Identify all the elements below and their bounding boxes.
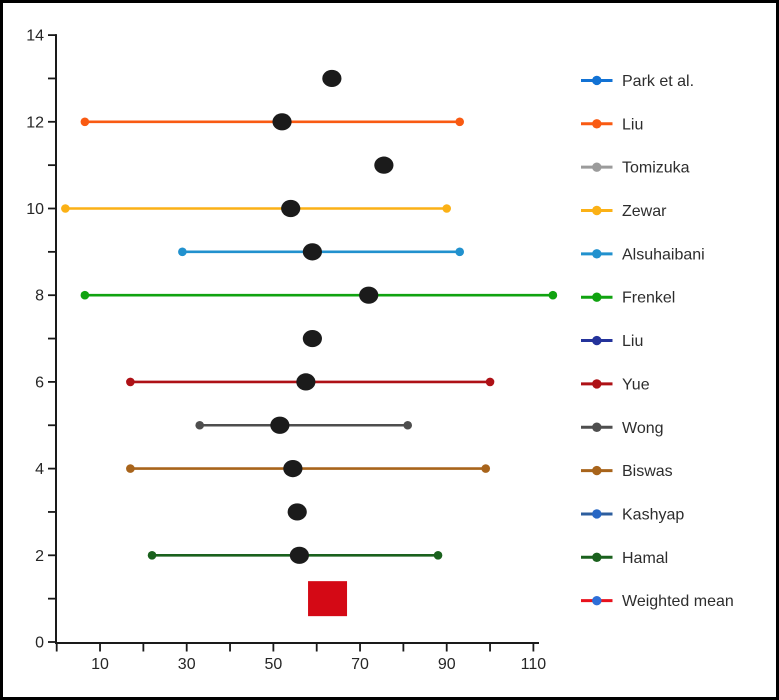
ci-cap-high-9-biswas — [481, 464, 491, 473]
ci-cap-high-1-liu — [455, 117, 465, 127]
marker-dot-7-yue — [296, 373, 316, 391]
marker-square-12-weighted-mean — [308, 581, 348, 617]
marker-dot-1-liu — [272, 113, 292, 131]
x-tick-label: 70 — [351, 656, 369, 673]
legend-label-1-liu: Liu — [622, 116, 643, 133]
marker-dot-2-tomizuka — [374, 156, 394, 174]
legend-label-7-yue: Yue — [622, 376, 650, 393]
legend-swatch-dot-4-alsuhaibani — [592, 249, 602, 259]
y-tick-label: 12 — [26, 114, 44, 131]
legend-label-3-zewar: Zewar — [622, 203, 667, 220]
ci-cap-low-11-hamal — [147, 551, 157, 560]
marker-dot-11-hamal — [289, 546, 309, 564]
x-tick-label: 30 — [178, 656, 196, 673]
ci-cap-low-4-alsuhaibani — [178, 247, 187, 257]
legend-label-9-biswas: Biswas — [622, 463, 673, 480]
ci-cap-high-8-wong — [403, 420, 413, 430]
legend-swatch-dot-5-frenkel — [592, 292, 602, 302]
legend-label-6-liu: Liu — [622, 333, 643, 350]
marker-dot-5-frenkel — [359, 286, 379, 304]
marker-dot-9-biswas — [283, 460, 303, 478]
y-tick-label: 10 — [26, 201, 44, 218]
legend-label-10-kashyap: Kashyap — [622, 506, 684, 523]
legend-swatch-dot-0-park-et-al — [592, 75, 602, 86]
ci-cap-low-5-frenkel — [80, 290, 90, 300]
ci-cap-high-3-zewar — [442, 204, 452, 213]
legend-label-5-frenkel: Frenkel — [622, 290, 675, 307]
legend-swatch-dot-10-kashyap — [592, 509, 602, 519]
legend-swatch-dot-3-zewar — [592, 205, 602, 216]
legend-label-8-wong: Wong — [622, 420, 664, 437]
legend-swatch-dot-6-liu — [592, 335, 602, 346]
y-tick-label: 2 — [35, 548, 44, 565]
legend-swatch-dot-11-hamal — [592, 552, 602, 562]
ci-cap-low-3-zewar — [61, 204, 70, 213]
marker-dot-10-kashyap — [287, 503, 307, 521]
marker-dot-3-zewar — [281, 199, 301, 218]
y-tick-label: 14 — [26, 28, 44, 45]
marker-dot-4-alsuhaibani — [302, 243, 322, 261]
ci-cap-low-1-liu — [80, 117, 90, 127]
y-tick-label: 4 — [35, 461, 44, 478]
ci-cap-high-5-frenkel — [548, 290, 558, 300]
legend-label-0-park-et-al: Park et al. — [622, 73, 694, 90]
legend-swatch-dot-9-biswas — [592, 465, 602, 476]
x-tick-label: 50 — [264, 656, 282, 673]
legend-swatch-dot-12-weighted-mean — [592, 595, 602, 606]
legend-swatch-dot-7-yue — [592, 379, 602, 389]
x-tick-label: 90 — [438, 656, 456, 673]
legend-label-2-tomizuka: Tomizuka — [622, 160, 690, 177]
ci-cap-low-8-wong — [195, 420, 205, 430]
ci-cap-high-4-alsuhaibani — [455, 247, 465, 257]
x-tick-label: 10 — [91, 656, 109, 673]
legend-label-4-alsuhaibani: Alsuhaibani — [622, 246, 705, 263]
legend-swatch-dot-8-wong — [592, 422, 602, 432]
legend-swatch-dot-1-liu — [592, 119, 602, 129]
legend-label-12-weighted-mean: Weighted mean — [622, 593, 734, 610]
y-tick-label: 6 — [35, 374, 44, 391]
marker-dot-6-liu — [302, 329, 322, 348]
legend-swatch-dot-2-tomizuka — [592, 162, 602, 172]
ci-cap-low-9-biswas — [126, 464, 135, 473]
marker-dot-8-wong — [270, 416, 290, 434]
x-tick-label: 110 — [521, 656, 547, 673]
marker-dot-0-park-et-al — [322, 69, 342, 88]
ci-cap-high-11-hamal — [433, 551, 443, 560]
ci-cap-low-7-yue — [126, 377, 135, 387]
y-tick-label: 0 — [35, 635, 44, 652]
ci-cap-high-7-yue — [485, 377, 495, 387]
legend-label-11-hamal: Hamal — [622, 550, 668, 567]
y-tick-label: 8 — [35, 288, 44, 305]
